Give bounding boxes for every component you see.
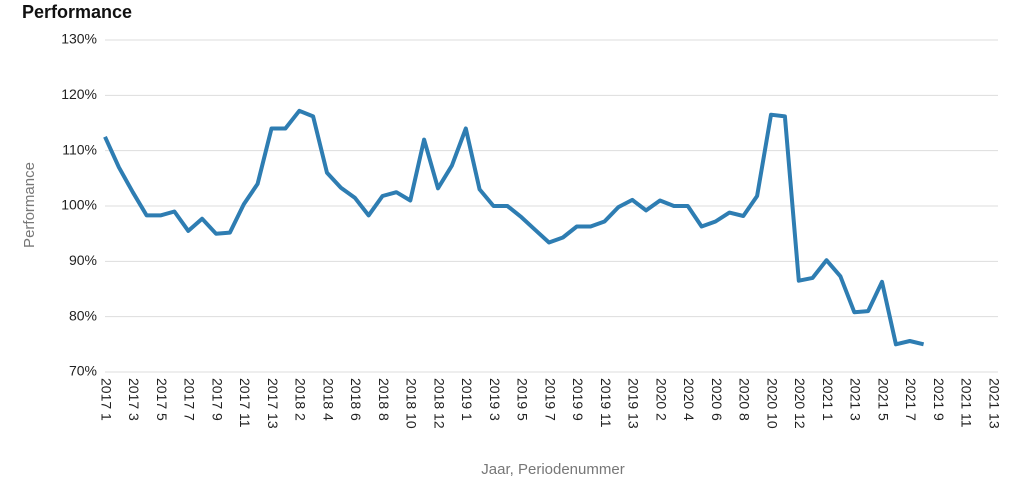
x-tick-label: 2019 9 [570,378,586,421]
x-tick-label: 2017 5 [154,378,170,421]
x-tick-label: 2017 13 [265,378,281,429]
data-line [103,108,925,347]
x-tick-label: 2020 12 [792,378,808,429]
x-axis-title: Jaar, Periodenummer [481,461,624,478]
x-tick-label: 2021 11 [959,378,975,428]
x-tick-label: 2019 5 [515,378,531,421]
x-tick-label: 2021 13 [986,378,1002,429]
x-tick-label: 2019 7 [542,378,558,421]
x-tick-label: 2017 7 [182,378,198,421]
x-tick-label: 2018 8 [376,378,392,421]
x-tick-label: 2021 5 [875,378,891,421]
y-tick-label: 90% [69,252,97,268]
x-tick-label: 2020 10 [764,378,780,429]
y-axis-title: Performance [21,162,38,248]
x-tick-label: 2018 6 [348,378,364,421]
x-tick-label: 2018 4 [320,378,336,421]
x-tick-label: 2021 3 [848,378,864,421]
x-tick-label: 2017 11 [237,378,253,428]
x-tick-label: 2021 9 [931,378,947,421]
y-tick-label: 130% [61,31,97,47]
chart-title: Performance [22,2,132,22]
x-tick-label: 2018 2 [293,378,309,421]
x-tick-label: 2019 11 [598,378,614,428]
x-tick-label: 2017 3 [126,378,142,421]
x-tick-label: 2019 3 [487,378,503,421]
x-tick-label: 2018 10 [404,378,420,429]
x-tick-label: 2017 9 [209,378,225,421]
x-tick-label: 2017 1 [98,378,114,421]
y-tick-label: 110% [62,141,97,157]
x-tick-label: 2019 1 [459,378,475,421]
x-tick-label: 2020 8 [737,378,753,421]
y-tick-label: 80% [69,307,97,323]
x-tick-label: 2020 4 [681,378,697,421]
x-tick-label: 2021 7 [903,378,919,421]
y-tick-label: 120% [61,86,97,102]
x-tick-label: 2021 1 [820,378,836,421]
y-tick-label: 100% [61,197,97,213]
x-tick-label: 2018 12 [431,378,447,429]
x-tick-label: 2019 13 [626,378,642,429]
x-tick-label: 2020 2 [653,378,669,421]
x-tick-label: 2020 6 [709,378,725,421]
y-tick-label: 70% [69,363,97,379]
